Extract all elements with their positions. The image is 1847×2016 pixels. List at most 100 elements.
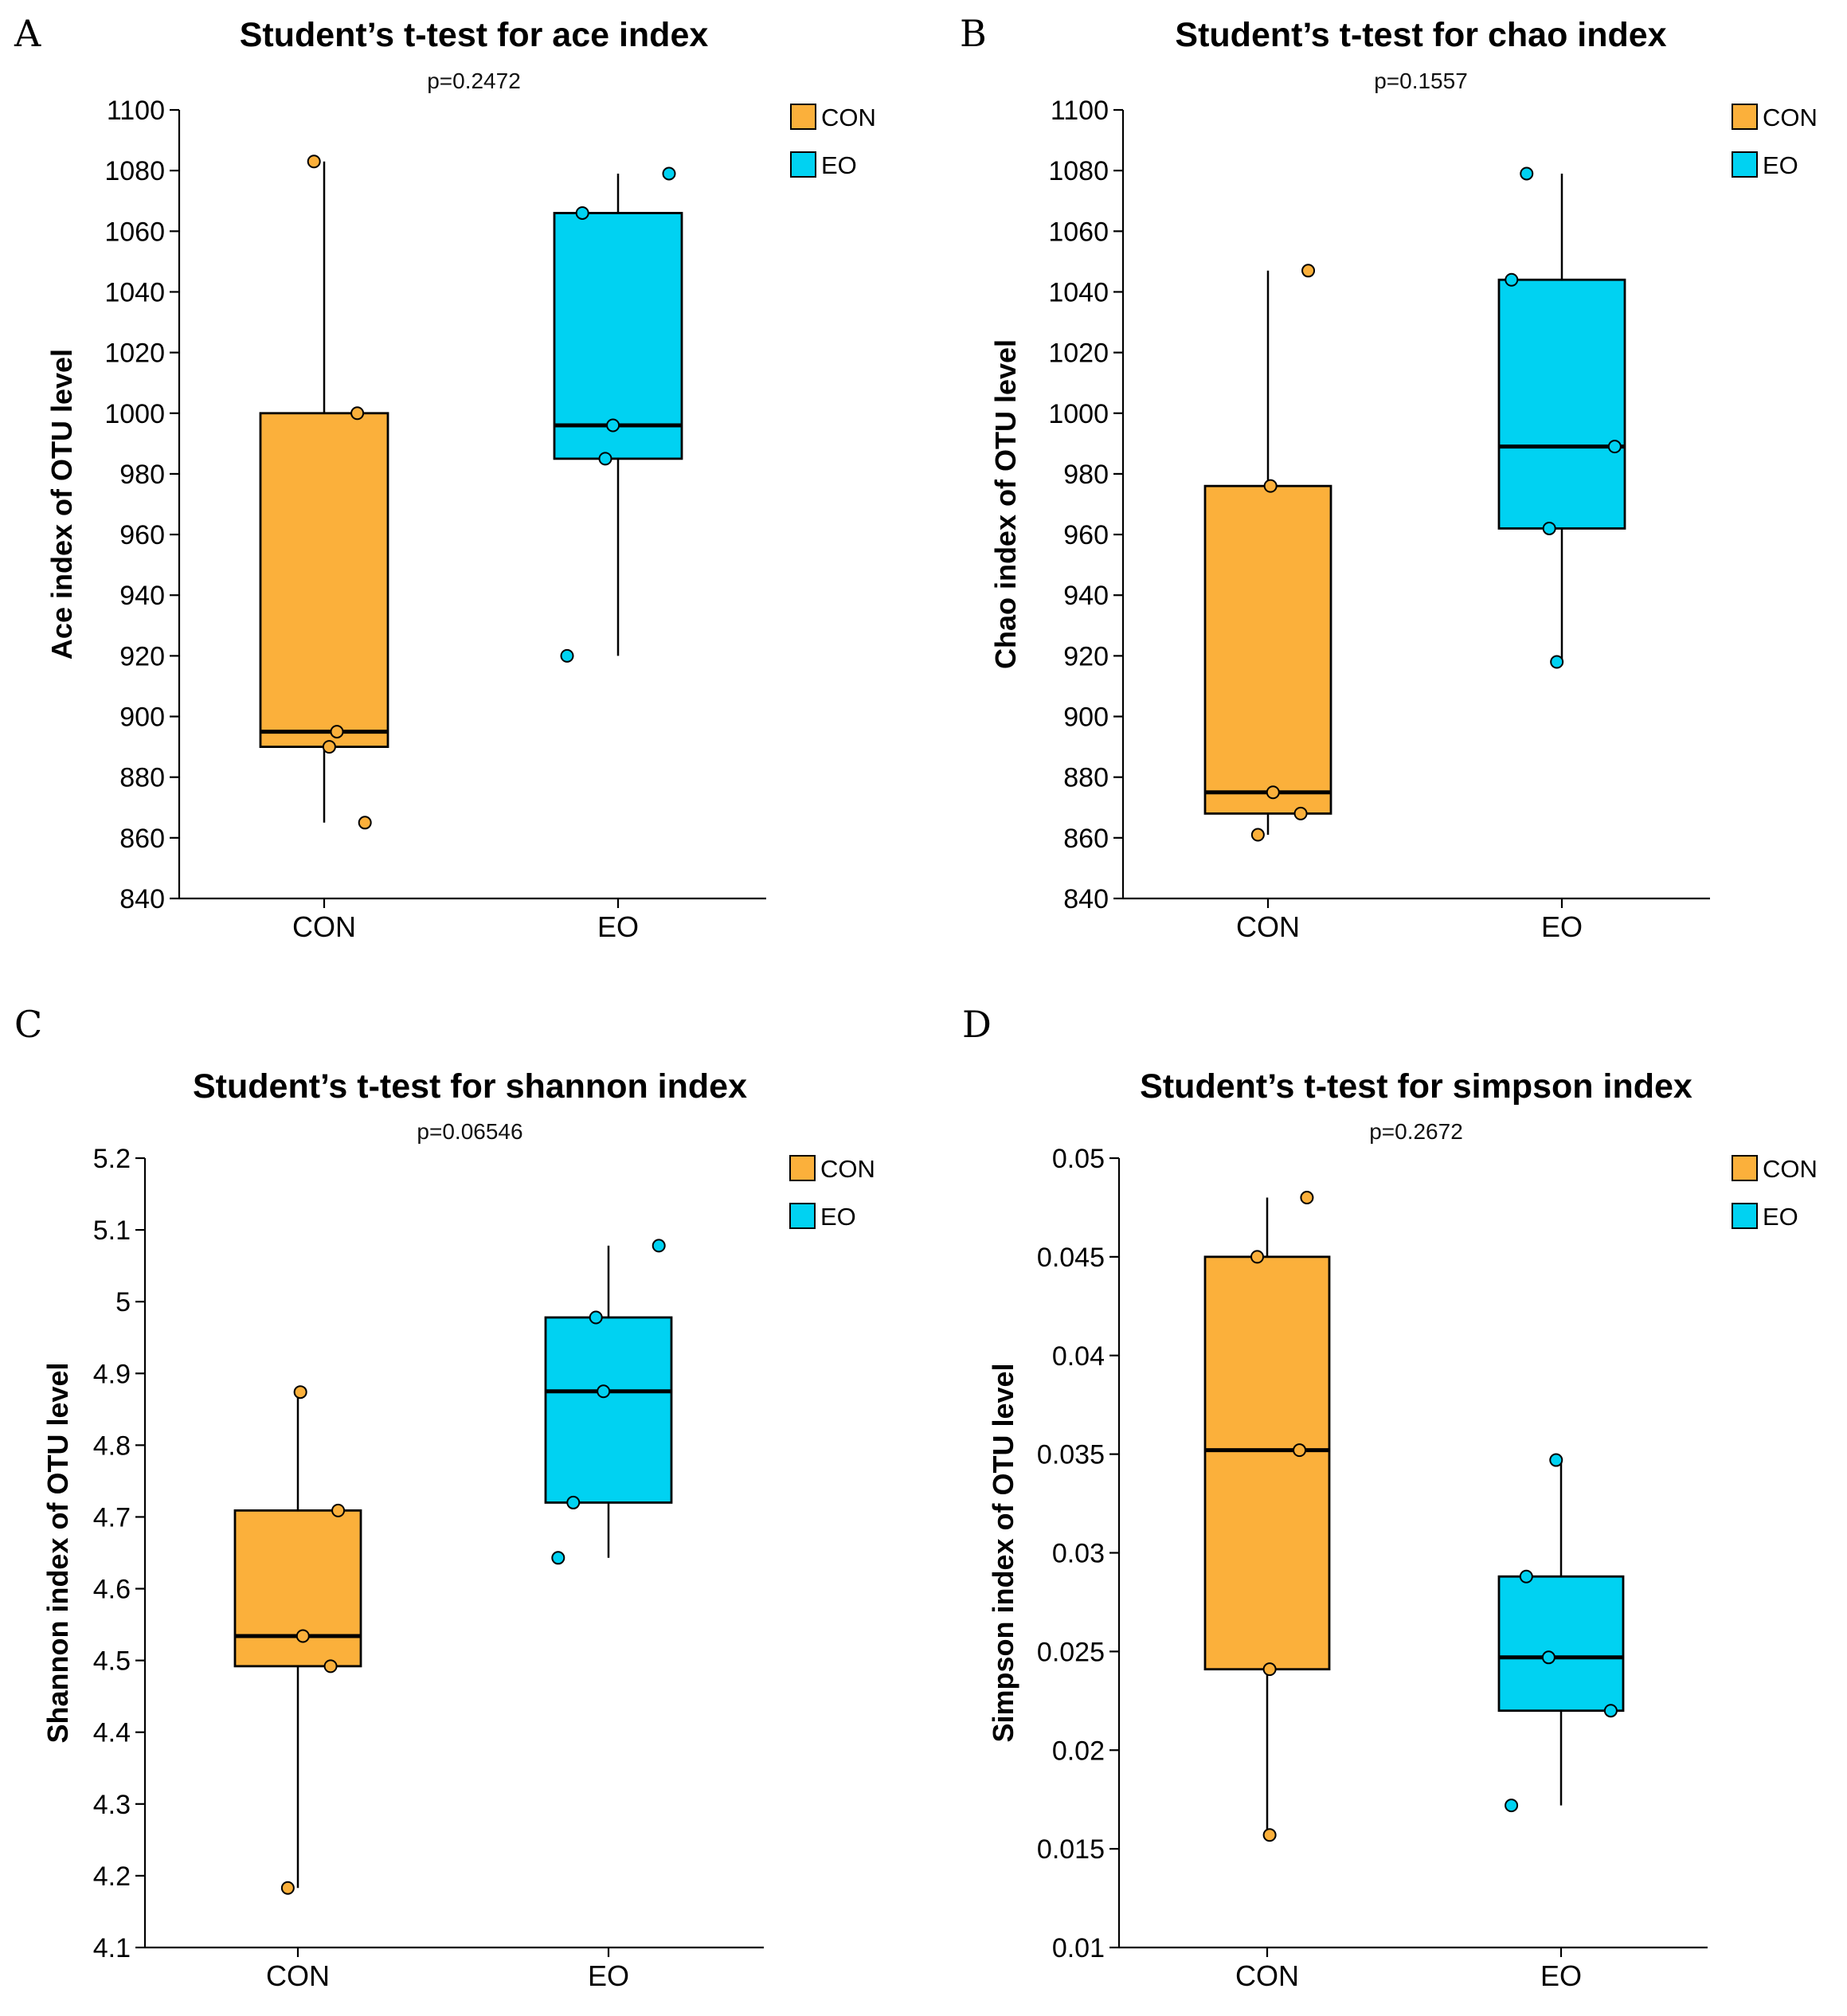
data-point bbox=[1300, 1191, 1314, 1205]
series-eo bbox=[1497, 1453, 1625, 1813]
box bbox=[544, 1316, 673, 1504]
legend-label-con: CON bbox=[821, 104, 876, 131]
y-tick-label: 0.05 bbox=[1052, 1144, 1105, 1174]
data-point bbox=[1603, 1704, 1618, 1718]
panel-letter: B bbox=[960, 12, 987, 55]
data-point bbox=[358, 816, 372, 830]
panel-c: C Student’s t-test for shannon index p=0.0… bbox=[14, 1003, 875, 1992]
data-point bbox=[1505, 1799, 1519, 1813]
data-point bbox=[1505, 272, 1519, 287]
legend-label-eo: EO bbox=[1763, 1203, 1798, 1231]
y-tick-label: 5.1 bbox=[93, 1215, 131, 1246]
data-point bbox=[330, 725, 344, 739]
y-tick-label: 4.3 bbox=[93, 1790, 131, 1820]
data-point bbox=[597, 1384, 611, 1399]
p-value: p=0.06546 bbox=[417, 1119, 522, 1144]
y-tick-label: 4.6 bbox=[93, 1575, 131, 1605]
x-tick-label: CON bbox=[1236, 910, 1300, 943]
data-point bbox=[662, 166, 676, 181]
y-tick-label: 4.8 bbox=[93, 1431, 131, 1461]
box bbox=[1203, 484, 1332, 815]
data-point bbox=[575, 206, 589, 220]
series-con bbox=[1203, 1191, 1331, 1842]
series-eo bbox=[544, 1239, 673, 1565]
legend-swatch-con bbox=[1732, 1155, 1758, 1181]
y-tick-label: 1020 bbox=[1048, 339, 1109, 369]
legend-label-con: CON bbox=[1763, 104, 1818, 131]
legend-swatch-eo bbox=[790, 151, 816, 178]
p-value: p=0.2472 bbox=[427, 69, 521, 93]
data-point bbox=[551, 1551, 565, 1565]
y-tick-label: 5 bbox=[115, 1287, 131, 1317]
y-tick-label: 0.025 bbox=[1037, 1637, 1105, 1667]
data-point bbox=[331, 1503, 346, 1517]
box bbox=[1497, 278, 1626, 530]
data-point bbox=[1520, 166, 1534, 181]
y-tick-label: 960 bbox=[1063, 520, 1109, 550]
y-tick-label: 4.5 bbox=[93, 1646, 131, 1677]
y-tick-label: 880 bbox=[119, 763, 165, 793]
y-tick-label: 860 bbox=[119, 824, 165, 854]
x-tick-label: CON bbox=[266, 1959, 330, 1992]
y-tick-label: 0.01 bbox=[1052, 1933, 1105, 1963]
data-point bbox=[566, 1495, 581, 1509]
y-tick-label: 4.1 bbox=[93, 1933, 131, 1963]
y-tick-label: 1080 bbox=[104, 156, 165, 186]
panel-letter: A bbox=[14, 12, 41, 55]
data-point bbox=[1550, 655, 1564, 669]
data-point bbox=[1262, 1662, 1277, 1677]
data-point bbox=[1293, 806, 1308, 820]
box bbox=[1497, 1575, 1625, 1713]
y-axis-label: Ace index of OTU level bbox=[45, 349, 78, 660]
legend-label-eo: EO bbox=[1763, 151, 1798, 179]
y-tick-label: 980 bbox=[119, 460, 165, 490]
data-point bbox=[598, 452, 612, 466]
y-tick-label: 840 bbox=[119, 884, 165, 914]
y-tick-label: 1080 bbox=[1048, 156, 1109, 186]
y-tick-label: 1020 bbox=[104, 339, 165, 369]
chart-title: Student’s t-test for shannon index bbox=[193, 1067, 747, 1106]
legend-swatch-eo bbox=[789, 1203, 816, 1229]
data-point bbox=[1542, 521, 1556, 535]
series-con bbox=[233, 1385, 362, 1895]
x-tick-label: EO bbox=[1540, 1959, 1582, 1992]
data-point bbox=[1250, 1250, 1265, 1264]
y-tick-label: 920 bbox=[119, 641, 165, 671]
legend-label-con: CON bbox=[820, 1155, 875, 1183]
data-point bbox=[307, 155, 321, 169]
x-tick-label: EO bbox=[1541, 910, 1583, 943]
data-point bbox=[1549, 1453, 1563, 1467]
data-point bbox=[350, 406, 365, 421]
y-tick-label: 0.045 bbox=[1037, 1243, 1105, 1273]
box bbox=[259, 412, 389, 749]
x-tick-label: EO bbox=[597, 910, 639, 943]
data-point bbox=[293, 1385, 307, 1399]
box bbox=[553, 212, 683, 460]
chart-title: Student’s t-test for simpson index bbox=[1140, 1067, 1692, 1106]
panel-a: A Student’s t-test for ace index p=0.2472 8… bbox=[14, 12, 876, 943]
panel-b: B Student’s t-test for chao index p=0.1557… bbox=[960, 12, 1818, 943]
y-tick-label: 1040 bbox=[104, 277, 165, 307]
data-point bbox=[1263, 479, 1278, 493]
x-tick-label: CON bbox=[1235, 1959, 1299, 1992]
legend-swatch-con bbox=[1732, 104, 1758, 130]
y-tick-label: 860 bbox=[1063, 824, 1109, 854]
legend-swatch-con bbox=[789, 1155, 816, 1181]
y-tick-label: 940 bbox=[119, 581, 165, 611]
data-point bbox=[323, 1659, 338, 1673]
panel-letter: C bbox=[14, 1003, 42, 1046]
panel-letter: D bbox=[962, 1003, 992, 1046]
data-point bbox=[589, 1310, 603, 1325]
chart-title: Student’s t-test for ace index bbox=[240, 16, 709, 54]
legend-swatch-eo bbox=[1732, 151, 1758, 178]
data-point bbox=[560, 648, 574, 663]
y-axis-label: Shannon index of OTU level bbox=[41, 1362, 74, 1743]
box bbox=[233, 1509, 362, 1668]
y-tick-label: 900 bbox=[119, 703, 165, 733]
data-point bbox=[1519, 1569, 1533, 1583]
chart-title: Student’s t-test for chao index bbox=[1175, 16, 1666, 54]
x-tick-label: CON bbox=[292, 910, 356, 943]
series-con bbox=[1203, 264, 1332, 842]
legend-label-eo: EO bbox=[820, 1203, 856, 1231]
y-tick-label: 0.03 bbox=[1052, 1539, 1105, 1569]
